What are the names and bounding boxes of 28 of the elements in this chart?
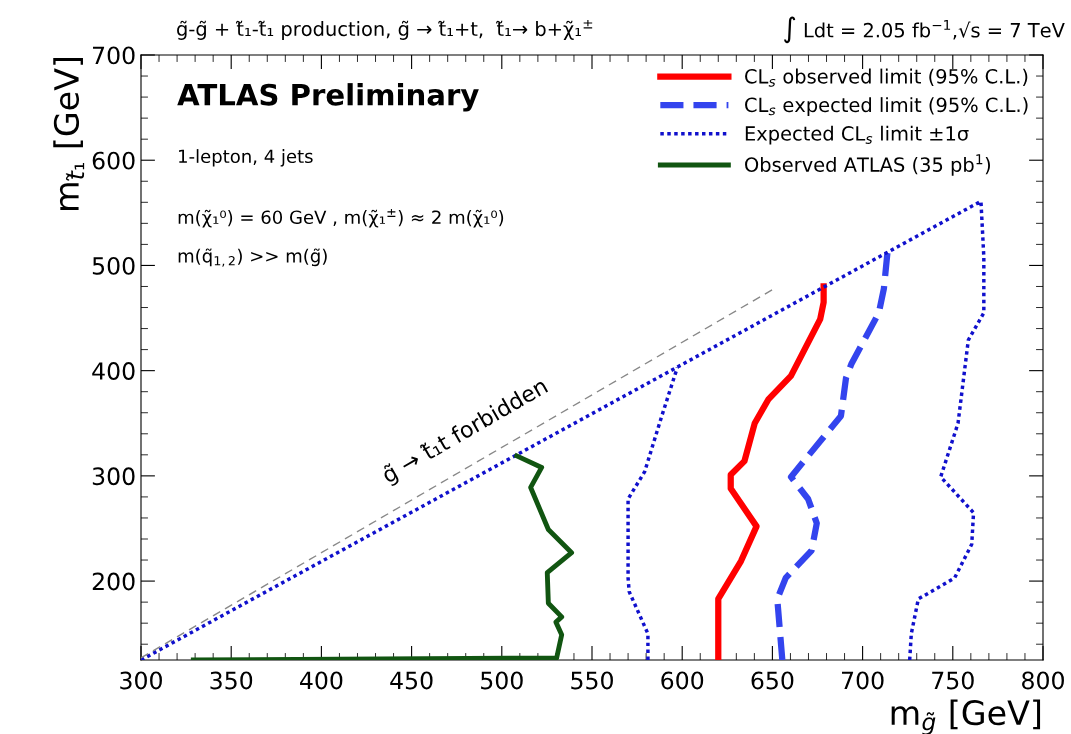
annotation: m(q̃$_{1,2}$) >> m(g̃): [178, 248, 327, 267]
chart-subtitle: ∫ Ldt = 2.05 fb$^{−1}$,√s = 7 TeV: [784, 16, 1065, 44]
y-tick-label: 400: [92, 362, 135, 380]
legend-label: CL$_{s}$ expected limit (95% C.L.): [745, 97, 1028, 116]
x-tick-label: 650: [751, 671, 794, 690]
x-tick-label: 600: [661, 671, 704, 690]
legend-label: Expected CL$_{s}$ limit ±1σ: [745, 125, 969, 145]
x-tick-label: 700: [842, 671, 884, 690]
y-tick-label: 700: [93, 46, 135, 65]
x-tick-label: 350: [210, 671, 253, 690]
x-tick-label: 750: [932, 671, 974, 690]
x-tick-label: 300: [120, 671, 162, 690]
x-tick-label: 800: [1022, 671, 1064, 690]
y-tick-label: 500: [92, 256, 135, 275]
y-tick-label: 600: [92, 151, 135, 170]
x-tick-label: 400: [300, 671, 343, 690]
annotation: ATLAS Preliminary: [177, 83, 479, 112]
annotation: 1-lepton, 4 jets: [179, 149, 313, 167]
legend-label: Observed ATLAS (35 pb$^{1}$): [745, 154, 990, 176]
chart-title: g̃-g̃ + t̃₁-t̃₁ production, g̃ → t̃₁+t, t̃₁→ b+χ̃₁$^{±}$: [177, 19, 593, 40]
x-tick-label: 450: [390, 671, 433, 690]
x-tick-label: 500: [481, 671, 523, 690]
annotation: m(χ̃₁⁰) = 60 GeV , m(χ̃₁$^{±}$) ≈ 2 m(χ̃₁⁰): [178, 208, 504, 228]
x-tick-label: 550: [571, 671, 613, 690]
y-axis-title: m$_{t̃₁}$ [GeV]: [53, 57, 85, 210]
y-tick-label: 300: [92, 467, 135, 486]
legend-label: CL$_{s}$ observed limit (95% C.L.): [745, 68, 1028, 87]
y-tick-label: 200: [92, 572, 135, 591]
